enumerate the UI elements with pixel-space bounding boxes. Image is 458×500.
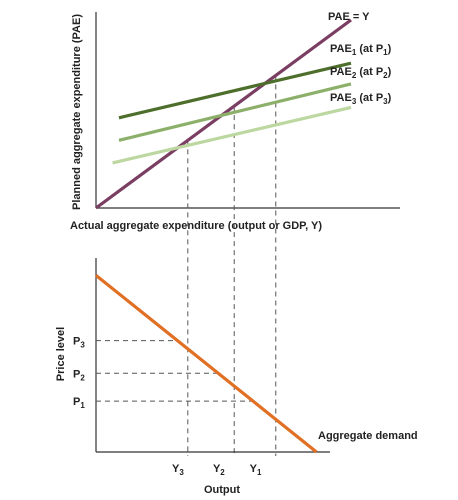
top-y-axis-title: Planned aggregate expenditure (PAE)	[71, 14, 83, 210]
series-line-4	[112, 105, 352, 165]
top-series	[95, 18, 352, 210]
top-x-axis-title: Actual aggregate expenditure (output or …	[70, 220, 322, 232]
series-label-1: PAE = Y	[328, 11, 370, 23]
series-label-4: PAE3 (at P3)	[330, 92, 392, 106]
y-tick-P3: P3	[73, 336, 85, 350]
x-tick-Y1: Y1	[250, 463, 262, 477]
bottom-x-axis-title: Output	[204, 484, 240, 496]
bottom-guides	[96, 340, 255, 402]
top-series-labels: PAE = Y PAE1 (at P1) PAE2 (at P2) PAE3 (at …	[328, 11, 392, 106]
bottom-y-axis-title: Price level	[55, 327, 67, 381]
x-tick-Y3: Y3	[172, 463, 184, 477]
bottom-series-labels: Aggregate demand	[318, 430, 418, 442]
aggregate-demand-label: Aggregate demand	[318, 430, 418, 442]
series-line-2	[118, 61, 352, 120]
top-guides	[187, 75, 277, 456]
y-tick-P2: P2	[73, 368, 85, 382]
x-tick-Y2: Y2	[213, 463, 225, 477]
y-tick-P1: P1	[73, 396, 85, 410]
series-line-3	[118, 82, 352, 142]
bottom-series	[94, 274, 318, 454]
series-label-3: PAE2 (at P2)	[330, 66, 392, 80]
bottom-tick-labels: P3 P2 P1 Y3 Y2 Y1	[73, 336, 262, 477]
aggregate-demand-line	[94, 274, 318, 454]
series-label-2: PAE1 (at P1)	[330, 43, 392, 57]
